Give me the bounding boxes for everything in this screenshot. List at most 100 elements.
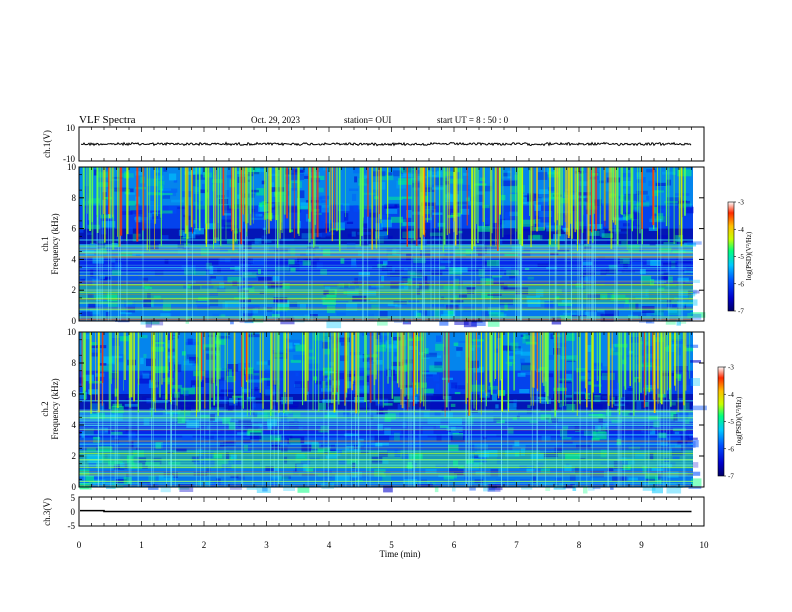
spectro-cell <box>413 257 426 264</box>
sferic-strike <box>473 167 476 247</box>
spectro-cell <box>193 219 197 224</box>
spectro-cell <box>322 167 334 171</box>
spectro-cell <box>94 294 109 300</box>
spectro-cell <box>601 366 610 374</box>
sferic-tail <box>108 214 109 321</box>
spectro-cell <box>242 388 251 393</box>
sferic-tail <box>518 244 520 321</box>
sferic-strike <box>480 332 482 415</box>
spectro-cell <box>110 413 123 421</box>
sferic-strike <box>98 332 100 381</box>
spectro-cell <box>594 199 602 206</box>
colorbar-tick-label: -3 <box>738 199 744 207</box>
sferic-strike <box>518 167 521 245</box>
spectro-cell <box>82 193 89 201</box>
sferic-tail <box>484 390 486 487</box>
spectro-cell <box>384 417 392 422</box>
spectro-cell <box>636 224 641 228</box>
sferic-strike <box>406 167 408 247</box>
spectro-cell <box>265 202 280 210</box>
sferic-strike <box>468 332 470 416</box>
spectro-cell <box>402 276 408 283</box>
spectro-cell <box>507 403 517 410</box>
sferic-tail <box>641 229 643 321</box>
spectro-cell <box>248 261 255 264</box>
sferic-strike <box>498 332 500 399</box>
spectro-cell <box>669 443 682 452</box>
spectro-cell <box>320 232 326 238</box>
spectro-cell <box>154 270 164 277</box>
sferic-strike <box>400 332 402 405</box>
xtick-label: 6 <box>452 540 457 550</box>
spectro-cell <box>307 356 316 360</box>
spectro-cell <box>126 473 131 481</box>
sferic-strike <box>245 332 248 381</box>
spectro-cell <box>503 266 511 275</box>
spectro-band <box>79 466 693 469</box>
spectro-cell <box>334 301 349 304</box>
spectro-cell <box>245 305 260 311</box>
sferic-strike <box>684 332 686 411</box>
spectro-cell <box>96 182 110 187</box>
spectro-cell <box>545 355 557 360</box>
sferic-strike <box>250 332 251 416</box>
sferic-strike <box>665 167 668 227</box>
spectro-line <box>79 289 693 291</box>
sferic-tail <box>684 410 686 487</box>
sferic-strike <box>334 167 336 230</box>
spectro-cell <box>690 378 700 386</box>
spectro-cell <box>100 229 107 235</box>
spectro-cell <box>96 171 110 178</box>
spectro-cell <box>98 452 105 460</box>
spectro-cell <box>450 434 465 442</box>
sferic-strike <box>612 167 614 220</box>
spectro-cell <box>407 360 416 363</box>
spectro-cell <box>653 206 658 214</box>
sferic-strike <box>577 167 578 251</box>
spectro-cell <box>588 395 593 398</box>
spectro-cell <box>622 410 630 416</box>
sferic-strike <box>454 167 456 217</box>
spectro-cell <box>509 211 519 217</box>
spectro-cell <box>93 436 101 443</box>
spectro-cell <box>335 447 349 450</box>
spectro-cell <box>516 415 520 419</box>
spectro-cell <box>168 173 177 181</box>
spectro-cell <box>526 296 540 304</box>
spectro-cell <box>282 475 291 479</box>
spectro-cell <box>223 441 236 446</box>
spectro-cell <box>192 385 196 388</box>
spectro-cell <box>289 436 305 444</box>
spectro-cell <box>594 395 601 402</box>
spectro-cell <box>328 288 337 294</box>
spectro-cell <box>670 462 676 467</box>
sferic-strike <box>213 332 215 406</box>
spectro-cell <box>90 242 96 248</box>
spectro-cell <box>273 276 280 282</box>
spectro-cell <box>565 394 573 398</box>
sferic-strike <box>165 332 167 384</box>
spectro-cell <box>525 342 538 345</box>
ch1-spectrogram-image <box>79 167 706 329</box>
ch1-colorbar-gradient <box>727 201 735 312</box>
spectro-cell <box>140 375 153 380</box>
spectro-cell <box>539 211 553 217</box>
spectro-cell <box>608 444 616 449</box>
sferic-strike <box>652 167 655 226</box>
sferic-strike <box>494 332 497 379</box>
spectro-cell <box>378 452 388 457</box>
spectro-cell <box>658 309 664 313</box>
sferic-strike <box>424 167 426 237</box>
sferic-strike <box>245 167 247 224</box>
spectro-cell <box>454 320 469 325</box>
spectro-cell <box>163 167 168 172</box>
colorbar-tick-label: -6 <box>728 445 734 453</box>
spectro-cell <box>639 269 646 275</box>
spectro-cell <box>183 390 189 396</box>
time-axis-label: Time (min) <box>380 549 421 559</box>
spectro-cell <box>676 440 688 446</box>
spectro-cell <box>467 189 473 196</box>
spectro-cell <box>238 419 251 428</box>
spectro-cell <box>232 403 241 407</box>
sferic-strike <box>249 167 252 214</box>
